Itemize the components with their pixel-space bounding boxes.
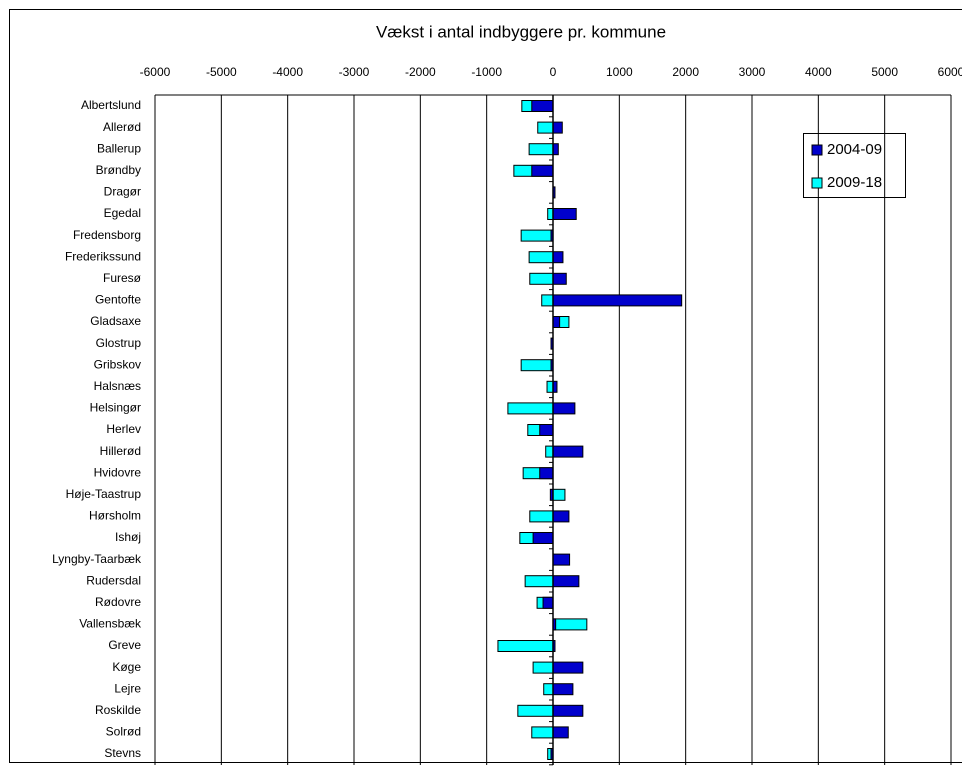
bar — [507, 402, 554, 415]
y-tick-label: Allerød — [103, 120, 141, 134]
legend-swatch — [811, 144, 823, 156]
y-tick-label: Hvidovre — [94, 465, 142, 479]
bar — [552, 316, 561, 328]
x-tick-label: 6000 — [938, 65, 962, 79]
bar — [529, 510, 554, 523]
y-tick-label: Ballerup — [97, 141, 141, 155]
chart-title: Vækst i antal indbyggere pr. kommune — [376, 22, 666, 41]
bar — [545, 445, 554, 458]
x-tick-label: 2000 — [672, 65, 699, 79]
bar — [520, 359, 554, 372]
y-tick-label: Solrød — [106, 725, 141, 739]
y-tick-label: Halsnæs — [94, 379, 141, 393]
bar — [552, 510, 570, 523]
bar — [542, 596, 554, 609]
bar — [497, 640, 554, 652]
y-tick-label: Vallensbæk — [79, 617, 142, 631]
bar — [531, 726, 554, 739]
x-tick-label: 3000 — [739, 65, 766, 79]
bar — [552, 726, 569, 739]
y-tick-label: Furesø — [103, 271, 142, 285]
bar — [552, 704, 584, 717]
y-tick-label: Gladsaxe — [90, 314, 141, 328]
bar — [528, 251, 554, 264]
y-tick-label: Stevns — [104, 746, 141, 760]
legend-label: 2004-09 — [827, 141, 882, 158]
x-tick-label: -3000 — [339, 65, 370, 79]
bar — [541, 294, 554, 307]
y-tick-label: Køge — [112, 660, 141, 674]
y-tick-label: Dragør — [104, 185, 141, 199]
bar — [552, 143, 559, 156]
bar — [552, 272, 567, 285]
y-tick-label: Fredensborg — [73, 228, 141, 242]
bar — [539, 424, 554, 436]
y-tick-label: Albertslund — [81, 98, 141, 112]
x-tick-label: 5000 — [871, 65, 898, 79]
bar — [531, 100, 554, 112]
bar — [531, 164, 554, 177]
bar — [552, 661, 584, 674]
bar — [539, 467, 554, 480]
y-tick-label: Ishøj — [115, 530, 141, 544]
bar — [532, 532, 554, 544]
y-tick-label: Lejre — [114, 681, 141, 695]
bar — [552, 445, 584, 458]
bar — [543, 683, 554, 696]
bar — [517, 704, 554, 717]
bar — [552, 618, 588, 631]
bar — [552, 683, 574, 696]
x-tick-label: -6000 — [140, 65, 171, 79]
bar — [552, 251, 564, 264]
x-tick-label: -4000 — [272, 65, 303, 79]
y-tick-label: Brøndby — [96, 163, 141, 177]
x-tick-label: 0 — [550, 65, 557, 79]
bar — [552, 575, 580, 588]
y-tick-label: Helsingør — [90, 401, 141, 415]
y-tick-label: Hørsholm — [89, 509, 141, 523]
y-tick-label: Rødovre — [95, 595, 141, 609]
x-tick-label: -5000 — [206, 65, 237, 79]
legend-label: 2009-18 — [827, 174, 882, 191]
bar — [529, 272, 554, 285]
legend-swatch — [811, 177, 823, 189]
y-tick-label: Hillerød — [100, 444, 141, 458]
x-tick-label: 1000 — [606, 65, 633, 79]
bar — [552, 553, 571, 566]
bar — [552, 294, 683, 307]
bar — [546, 380, 554, 393]
chart-frame — [9, 9, 962, 763]
bar — [520, 229, 554, 242]
y-tick-label: Lyngby-Taarbæk — [52, 552, 142, 566]
bar — [528, 143, 554, 156]
bar — [547, 208, 554, 220]
y-tick-label: Glostrup — [96, 336, 142, 350]
y-tick-label: Gribskov — [94, 357, 141, 371]
bar — [552, 121, 563, 134]
bar — [552, 402, 576, 415]
bar — [537, 121, 554, 134]
y-tick-label: Egedal — [104, 206, 141, 220]
y-tick-label: Høje-Taastrup — [66, 487, 142, 501]
bar — [524, 575, 554, 588]
bar — [532, 661, 554, 674]
y-tick-label: Rudersdal — [86, 573, 141, 587]
y-tick-label: Frederikssund — [65, 249, 141, 263]
bar — [552, 208, 577, 220]
x-tick-label: 4000 — [805, 65, 832, 79]
y-tick-label: Herlev — [106, 422, 141, 436]
x-tick-label: -1000 — [471, 65, 502, 79]
y-tick-label: Greve — [108, 638, 141, 652]
y-tick-label: Roskilde — [95, 703, 141, 717]
x-tick-label: -2000 — [405, 65, 436, 79]
y-tick-label: Gentofte — [95, 293, 141, 307]
bar — [552, 488, 566, 501]
